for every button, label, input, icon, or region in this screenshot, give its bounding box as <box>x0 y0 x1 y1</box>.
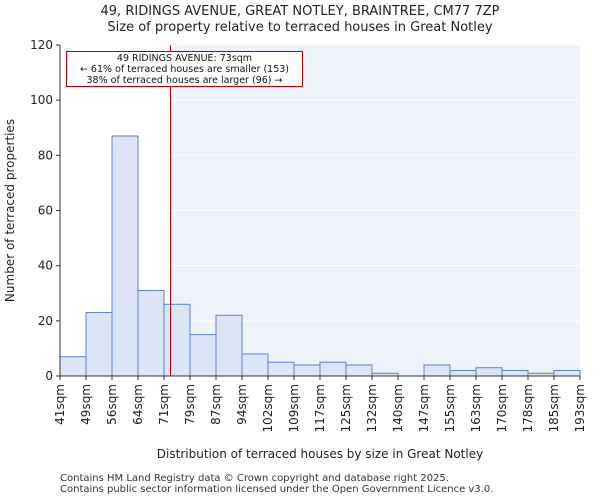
bar-170sqm <box>501 369 529 377</box>
x-tick-label-117sqm: 117sqm <box>313 384 327 432</box>
bar-87sqm <box>215 314 243 377</box>
y-tick-label-20: 20 <box>38 314 53 328</box>
annotation-line-2: ← 61% of terraced houses are smaller (15… <box>79 64 290 75</box>
page-title: 49, RIDINGS AVENUE, GREAT NOTLEY, BRAINT… <box>100 4 500 19</box>
bar-147sqm <box>423 364 451 377</box>
bar-117sqm <box>319 361 347 377</box>
bar-56sqm <box>111 135 139 377</box>
bar-41sqm <box>59 356 87 377</box>
footer-copyright: Contains HM Land Registry data © Crown c… <box>60 473 449 484</box>
x-tick-label-64sqm: 64sqm <box>131 384 145 425</box>
y-tick-label-100: 100 <box>30 93 53 107</box>
y-tick-label-0: 0 <box>45 369 53 383</box>
x-tick-label-87sqm: 87sqm <box>209 384 223 425</box>
x-tick-label-109sqm: 109sqm <box>287 384 301 432</box>
y-tick-label-60: 60 <box>38 204 53 218</box>
bar-109sqm <box>293 364 321 377</box>
y-axis-label: Number of terraced properties <box>3 119 17 302</box>
footer-licence: Contains public sector information licen… <box>60 484 494 495</box>
x-tick-label-155sqm: 155sqm <box>443 384 457 432</box>
bar-102sqm <box>267 361 295 377</box>
annotation-line-1: 49 RIDINGS AVENUE: 73sqm <box>116 53 253 64</box>
bar-155sqm <box>449 369 477 377</box>
x-tick-label-71sqm: 71sqm <box>157 384 171 425</box>
bar-49sqm <box>85 312 113 377</box>
x-tick-label-178sqm: 178sqm <box>521 384 535 432</box>
bar-71sqm <box>163 303 191 377</box>
x-tick-label-125sqm: 125sqm <box>339 384 353 432</box>
bar-64sqm <box>137 289 165 377</box>
annotation-line-3: 38% of terraced houses are larger (96) → <box>86 75 283 86</box>
x-tick-label-132sqm: 132sqm <box>365 384 379 432</box>
y-tick-label-120: 120 <box>30 38 53 52</box>
x-tick-label-41sqm: 41sqm <box>53 384 67 425</box>
bar-79sqm <box>189 334 217 377</box>
x-tick-label-140sqm: 140sqm <box>391 384 405 432</box>
x-tick-label-102sqm: 102sqm <box>261 384 275 432</box>
x-tick-label-185sqm: 185sqm <box>547 384 561 432</box>
chart-subtitle: Size of property relative to terraced ho… <box>107 20 493 35</box>
x-tick-label-193sqm: 193sqm <box>573 384 587 432</box>
x-tick-label-147sqm: 147sqm <box>417 384 431 432</box>
y-tick-label-80: 80 <box>38 148 53 162</box>
x-tick-label-170sqm: 170sqm <box>495 384 509 432</box>
x-tick-label-79sqm: 79sqm <box>183 384 197 425</box>
bar-163sqm <box>475 367 503 377</box>
x-tick-label-56sqm: 56sqm <box>105 384 119 425</box>
x-axis-label: Distribution of terraced houses by size … <box>157 447 483 461</box>
x-tick-label-94sqm: 94sqm <box>235 384 249 425</box>
x-tick-label-163sqm: 163sqm <box>469 384 483 432</box>
bar-185sqm <box>553 369 581 377</box>
x-tick-label-49sqm: 49sqm <box>79 384 93 425</box>
property-annotation-box: 49 RIDINGS AVENUE: 73sqm ← 61% of terrac… <box>66 51 303 87</box>
y-tick-label-40: 40 <box>38 259 53 273</box>
bar-125sqm <box>345 364 373 377</box>
bar-94sqm <box>241 353 269 377</box>
